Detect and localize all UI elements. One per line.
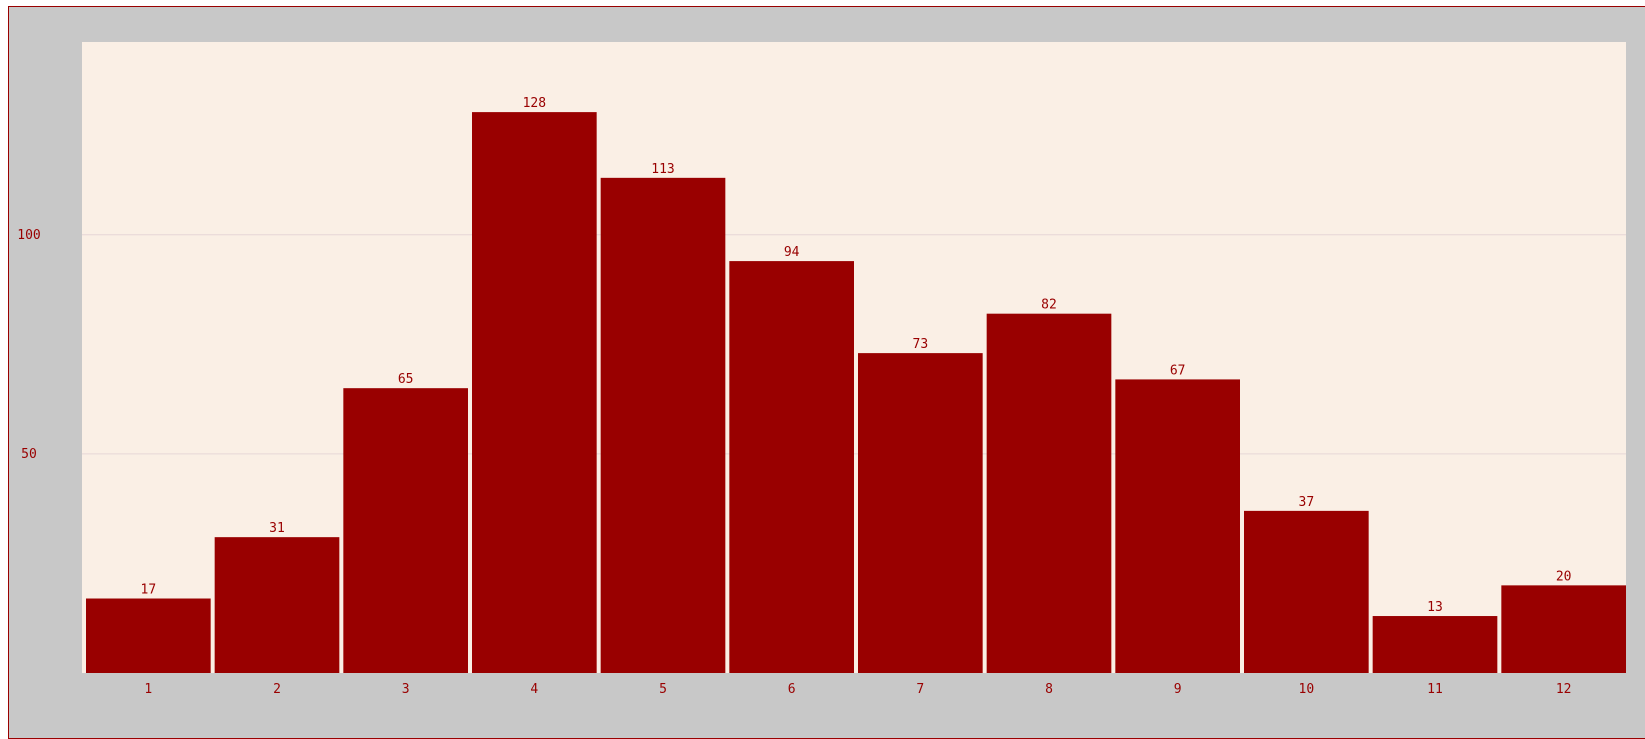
bar-3 [343,388,468,673]
x-tick-label: 10 [1299,682,1315,697]
bar-value-label: 94 [784,245,800,260]
bar-12 [1501,585,1626,673]
y-tick-label: 50 [21,447,37,462]
bar-8 [986,313,1112,673]
bar-5 [600,177,726,673]
bar-value-label: 31 [269,521,285,536]
bar-value-label: 37 [1299,495,1315,510]
chart-frame: 17 31 65 128 113 94 73 82 67 37 13 20 1 2 3 4 5 6 7 8 9 10 11… [8,6,1645,739]
x-tick-label: 2 [273,682,281,697]
bar-11 [1372,616,1498,673]
bar-9 [1115,379,1240,673]
x-tick-label: 4 [530,682,538,697]
x-tick-label: 12 [1556,682,1572,697]
x-tick-label: 6 [788,682,796,697]
x-tick-label: 1 [144,682,152,697]
bar-value-label: 13 [1427,600,1443,615]
x-tick-label: 7 [916,682,924,697]
y-axis: 50 100 [17,228,40,462]
bars [86,112,1626,674]
bar-value-label: 67 [1170,363,1186,378]
x-tick-label: 11 [1427,682,1443,697]
bar-value-label: 65 [398,372,414,387]
bar-value-label: 17 [141,583,157,598]
bar-4 [472,112,597,674]
bar-value-label: 20 [1556,569,1572,584]
x-tick-label: 9 [1174,682,1182,697]
x-tick-label: 5 [659,682,667,697]
bar-value-label: 82 [1041,298,1057,313]
x-axis: 1 2 3 4 5 6 7 8 9 10 11 12 [144,682,1571,697]
bar-value-label: 113 [651,162,674,177]
bar-value-label: 128 [523,96,546,111]
x-tick-label: 3 [402,682,410,697]
y-tick-label: 100 [17,228,40,243]
bar-1 [86,598,211,673]
bar-6 [729,261,854,673]
value-labels: 17 31 65 128 113 94 73 82 67 37 13 20 [141,96,1572,615]
bar-10 [1244,510,1369,673]
bar-2 [214,537,340,673]
bar-value-label: 73 [913,337,929,352]
x-tick-label: 8 [1045,682,1053,697]
bar-7 [858,353,983,673]
